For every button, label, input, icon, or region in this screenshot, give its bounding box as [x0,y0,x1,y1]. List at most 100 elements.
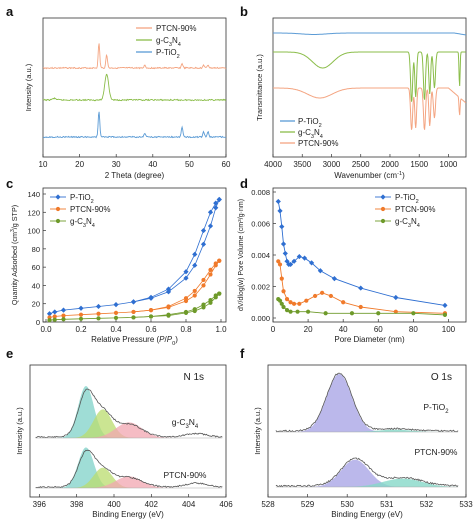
legend-label: P-TiO2 [395,193,419,205]
data-point [281,289,286,294]
data-point [288,300,293,305]
xrd-series-line [43,111,227,139]
x-tick-label: 532 [420,500,434,509]
ftir-series-line [273,87,467,130]
y-tick-label: 100 [27,227,40,236]
y-tick-label: 20 [32,300,40,309]
x-tick-label: 40 [339,325,348,334]
x-tick-label: 3000 [323,160,341,169]
legend-label: PTCN-90% [156,24,196,33]
data-point [183,296,189,301]
data-point [208,272,213,277]
xps-envelope [275,372,459,433]
panel-a: a 10 20 30 40 50 60 2 Theta (degree) Intensity (… [6,4,231,180]
x-axis-label: Binding Energy (eV) [92,510,164,519]
sample-label: g-C3N4 [172,417,199,430]
legend-marker [55,194,61,200]
legend-marker [380,194,386,200]
data-point [287,261,294,268]
data-point [78,312,84,317]
data-point [358,304,363,310]
data-point [130,299,137,305]
legend-label: P-TiO2 [298,117,322,129]
y-tick-label: 120 [27,208,40,217]
y-tick-label: 0.006 [251,220,270,229]
panel-label: e [6,346,13,361]
data-point [52,314,57,319]
x-tick-label: 400 [107,500,121,509]
x-tick-label: 60 [222,160,231,169]
x-axis-label: 2 Theta (degree) [105,171,165,180]
x-tick-label: 50 [185,160,194,169]
data-point [217,258,222,263]
x-tick-label: 396 [33,500,47,509]
data-point [442,302,448,308]
data-point [277,298,283,303]
data-point [113,302,119,308]
x-tick-label: 60 [374,325,383,334]
x-tick-label: 1500 [410,160,428,169]
panel-label: a [6,4,14,19]
data-point [47,318,52,323]
panel-e: e 396 398 400 402 404 406 Binding Energy (eV) In… [6,346,233,519]
data-point [217,291,222,296]
x-tick-label: 398 [70,500,84,509]
x-tick-label: 528 [261,500,275,509]
data-point [166,304,171,309]
legend-label: g-C3N4 [395,217,420,229]
x-tick-label: 10 [39,160,48,169]
xrd-series-line [42,43,227,70]
plot-frame [267,364,467,498]
legend-label: g-C3N4 [70,217,95,229]
data-point [320,290,325,295]
x-tick-label: 406 [219,500,233,509]
fit-component [35,476,223,488]
legend-label: P-TiO2 [156,48,180,60]
data-point [275,198,281,205]
x-tick-label: 4000 [264,160,282,169]
desorption-line [133,199,220,303]
x-axis-label: Pore Diameter (nm) [334,335,405,344]
data-point [305,309,311,314]
data-point [358,285,364,291]
data-point [192,288,197,294]
x-tick-label: 0.0 [40,325,52,334]
panel-d: d 0 20 40 60 80 100 0.000 0.002 0.004 0.006 0.008 Po… [237,176,467,344]
data-point [148,314,154,319]
sample-label: P-TiO2 [423,402,448,415]
data-point [113,315,119,320]
y-axis-label: Intensity (a.u.) [24,63,33,111]
sample-label: PTCN-90% [164,470,207,480]
chart-title: N 1s [183,372,204,383]
y-tick-label: 0.008 [251,188,270,197]
y-axis-label: Intensity (a.u.) [15,407,24,455]
data-point [200,227,207,234]
data-point [341,300,346,305]
y-tick-label: 0.002 [251,283,270,292]
x-axis-label: Binding Energy (eV) [331,510,403,519]
data-point [279,224,285,230]
data-point [131,315,136,320]
y-axis-label: Quantity Adsorbed (cm3/g STP) [10,205,19,305]
fit-component [35,386,223,438]
x-tick-label: 0 [271,325,276,334]
legend-label: PTCN-90% [298,139,338,148]
data-point [148,308,154,313]
data-point [165,289,172,295]
data-point [213,261,218,266]
data-point [208,297,213,303]
data-point [52,309,58,315]
data-point [291,301,297,306]
y-tick-label: 60 [32,263,40,272]
panel-label: b [240,4,248,19]
data-point [393,294,399,301]
data-point [131,309,136,315]
ftir-series-line [273,51,466,102]
x-tick-label: 1.0 [215,325,227,334]
x-tick-label: 40 [148,160,157,169]
legend-label: g-C3N4 [298,128,323,140]
plot-frame [272,187,467,323]
data-point [284,308,290,313]
data-point [288,309,293,314]
xps-envelope [275,457,459,488]
